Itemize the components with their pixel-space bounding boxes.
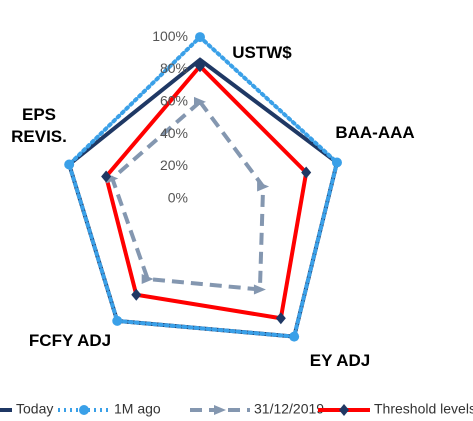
legend-label: Today bbox=[16, 401, 53, 417]
point bbox=[195, 60, 205, 73]
point bbox=[275, 312, 286, 325]
point bbox=[64, 159, 75, 170]
point bbox=[131, 288, 142, 301]
point bbox=[141, 274, 154, 285]
r-tick-label: 80% bbox=[160, 60, 188, 76]
legend-marker bbox=[339, 404, 349, 416]
category-label: USTW$ bbox=[232, 43, 292, 62]
point bbox=[289, 331, 300, 342]
point bbox=[257, 181, 270, 192]
r-tick-label: 100% bbox=[152, 28, 188, 44]
legend-label: Threshold levels bbox=[374, 401, 473, 417]
r-tick-label: 0% bbox=[168, 190, 188, 206]
category-label: FCFY ADJ bbox=[28, 331, 112, 350]
series-line bbox=[103, 63, 309, 321]
point bbox=[331, 157, 342, 168]
category-label: EY ADJ bbox=[309, 351, 371, 370]
series-line bbox=[66, 34, 340, 339]
point bbox=[112, 315, 123, 326]
legend-marker bbox=[79, 405, 89, 415]
legend-marker bbox=[214, 405, 226, 415]
r-tick-label: 40% bbox=[160, 125, 188, 141]
point bbox=[195, 32, 205, 43]
series-line bbox=[109, 98, 266, 292]
category-label: BAA-AAA bbox=[335, 123, 415, 142]
legend-label: 1M ago bbox=[114, 401, 161, 417]
point bbox=[253, 284, 266, 295]
point bbox=[194, 96, 206, 107]
point bbox=[301, 166, 312, 179]
legend-label: 31/12/2019 bbox=[254, 401, 324, 417]
category-label: EPS REVIS. bbox=[11, 105, 67, 146]
r-tick-label: 20% bbox=[160, 157, 188, 173]
point bbox=[101, 170, 112, 183]
r-tick-label: 60% bbox=[160, 93, 188, 109]
